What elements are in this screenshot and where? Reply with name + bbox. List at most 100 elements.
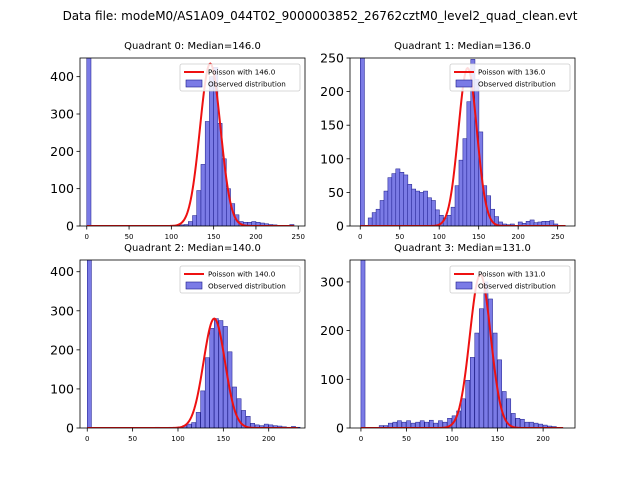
poisson-curve (86, 62, 294, 226)
histogram-bar (218, 320, 224, 428)
x-tick-label: 0 (358, 233, 362, 241)
histogram-bar (460, 398, 466, 428)
y-tick-label: 300 (50, 107, 74, 122)
x-tick-label: 100 (165, 233, 178, 241)
x-tick-label: 150 (472, 233, 485, 241)
histogram-bar (450, 206, 456, 226)
histogram-bar (415, 421, 420, 428)
y-tick-label: 200 (50, 144, 74, 159)
legend-observed-label: Observed distribution (208, 80, 286, 89)
histogram-bar (454, 185, 460, 226)
histogram-bar (378, 425, 384, 428)
y-tick-label: 300 (320, 274, 344, 289)
quadrant-0-chart: 0 50 100 150 200 250 0 100 200 300 400 Quadrant 0: … (50, 41, 306, 241)
histogram-bar (419, 420, 425, 428)
legend-observed-swatch (455, 281, 473, 290)
histogram-bar (209, 76, 214, 226)
histogram-bar (395, 168, 401, 226)
histogram-bar (406, 420, 411, 428)
y-tick-label: 200 (320, 84, 344, 99)
axes-frame (79, 57, 306, 227)
x-tick-label: 50 (125, 233, 134, 241)
histogram-bar (397, 420, 402, 428)
y-tick-label: 100 (320, 372, 344, 387)
plot-area (87, 260, 301, 428)
histogram-bar (424, 421, 430, 428)
x-tick-label: 50 (395, 233, 404, 241)
histogram-bar (529, 421, 534, 428)
legend-box (179, 265, 301, 294)
histogram-bar (447, 418, 452, 428)
histogram-bar (479, 308, 484, 428)
axes-frame (349, 259, 576, 429)
legend-box (449, 63, 571, 92)
histogram-bar (383, 425, 389, 428)
histogram-bar (515, 418, 521, 428)
legend-poisson-label: Poisson with 140.0 (208, 270, 276, 279)
histogram-bar (524, 421, 530, 428)
poisson-curve (87, 317, 298, 428)
histogram-bar (431, 200, 436, 226)
histogram-bar (383, 190, 389, 226)
histogram-bar (86, 58, 92, 226)
legend-poisson-label: Poisson with 136.0 (478, 68, 546, 77)
histogram-bar (388, 422, 393, 428)
histogram-bar (367, 217, 373, 226)
histogram-bar (438, 420, 443, 428)
x-tick-label: 150 (217, 435, 230, 443)
quadrant-2-chart: 0 50 100 150 200 0 100 200 300 400 Quadrant 2: Med… (50, 243, 306, 443)
legend-observed-swatch (185, 281, 203, 290)
histogram-bar (407, 184, 413, 226)
x-tick-label: 200 (249, 233, 262, 241)
x-tick-label: 200 (536, 435, 549, 443)
figure-suptitle: Data file: modeM0/AS1A09_044T02_90000038… (63, 9, 578, 23)
axes-frame (79, 259, 306, 429)
legend-poisson-label: Poisson with 146.0 (208, 68, 276, 77)
histogram-bar (403, 174, 409, 226)
y-tick-label: 0 (336, 219, 344, 234)
histogram-bar (191, 422, 197, 428)
x-tick-label: 100 (171, 435, 184, 443)
poisson-curve (360, 273, 564, 428)
histogram-bar (411, 188, 417, 226)
histogram-bar (214, 318, 219, 428)
histogram-bar (501, 391, 507, 428)
histogram-bar (200, 390, 206, 428)
y-tick-label: 50 (328, 185, 344, 200)
histogram-bar (259, 425, 265, 428)
histogram-bar (458, 159, 464, 226)
histogram-bar (520, 418, 525, 428)
histogram-bar (371, 212, 377, 226)
axes-frame (349, 57, 576, 227)
y-tick-label: 100 (50, 181, 74, 196)
histogram-bar (209, 328, 215, 428)
x-tick-label: 0 (85, 435, 89, 443)
histogram-bar (399, 171, 405, 226)
histogram-bar (474, 332, 480, 428)
legend-observed-label: Observed distribution (208, 282, 286, 291)
histogram-bar (419, 192, 424, 226)
y-tick-label: 300 (50, 303, 74, 318)
histogram-bar (427, 197, 432, 226)
x-tick-label: 200 (262, 435, 275, 443)
histogram-bar (273, 425, 278, 428)
legend-box (179, 63, 301, 92)
histogram-bar (462, 138, 468, 226)
histogram-bar (433, 422, 439, 428)
histogram-bar (538, 423, 543, 428)
histogram-bar (435, 209, 440, 226)
histogram-bar (379, 200, 385, 226)
histogram-bar (188, 221, 193, 226)
histogram-bar (533, 422, 539, 428)
x-tick-label: 0 (359, 435, 363, 443)
histogram-bar (510, 413, 516, 428)
y-tick-label: 100 (50, 381, 74, 396)
legend-poisson-label: Poisson with 131.0 (478, 270, 546, 279)
legend-box (449, 265, 571, 294)
quadrant-title: Quadrant 2: Median=140.0 (124, 243, 261, 254)
histogram-bar (195, 412, 201, 428)
histogram-bar (415, 190, 420, 226)
y-tick-label: 100 (320, 151, 344, 166)
y-tick-label: 0 (336, 421, 344, 436)
histogram-bar (196, 190, 202, 226)
